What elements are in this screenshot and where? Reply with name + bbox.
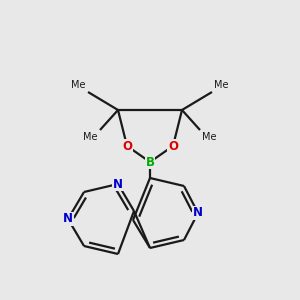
Text: O: O <box>168 140 178 152</box>
Text: O: O <box>168 140 178 152</box>
Text: Me: Me <box>214 80 229 90</box>
Text: N: N <box>113 178 123 190</box>
Text: Me: Me <box>83 132 98 142</box>
Text: N: N <box>63 212 73 226</box>
Text: O: O <box>122 140 132 152</box>
Text: Me: Me <box>71 80 86 90</box>
Text: O: O <box>122 140 132 152</box>
Text: Me: Me <box>202 132 217 142</box>
Text: B: B <box>146 155 154 169</box>
Text: B: B <box>146 155 154 169</box>
Text: N: N <box>193 206 203 220</box>
